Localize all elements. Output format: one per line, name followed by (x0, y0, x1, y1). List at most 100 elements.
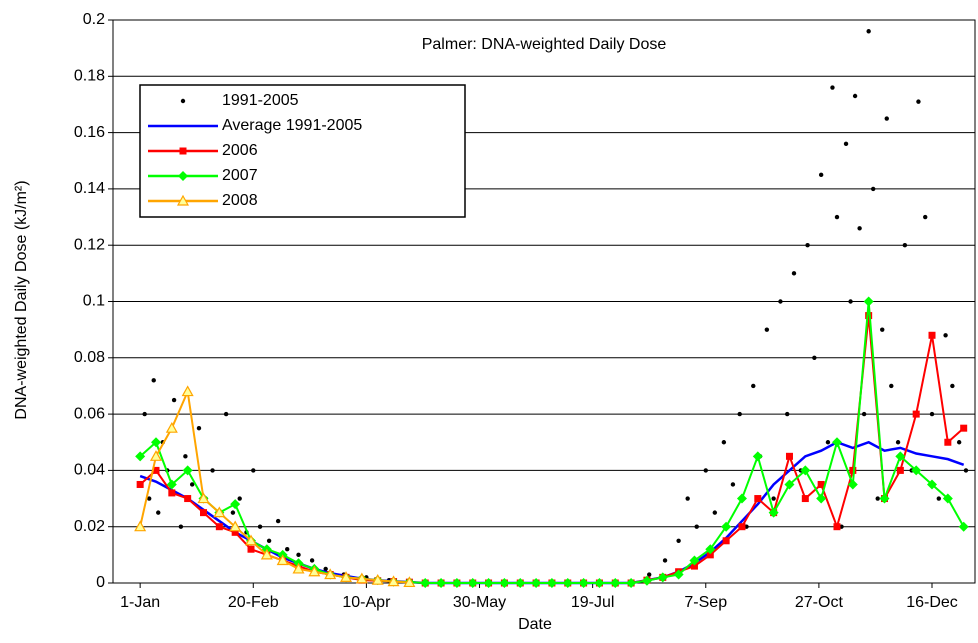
marker (562, 578, 573, 588)
marker (134, 520, 147, 532)
point (825, 440, 831, 445)
point (712, 510, 718, 515)
marker (736, 493, 747, 504)
point (196, 425, 202, 431)
marker (436, 578, 447, 588)
point (834, 214, 840, 220)
point (178, 524, 184, 529)
marker (833, 523, 841, 531)
y-tick-label: 0.08 (74, 349, 105, 366)
point (923, 214, 928, 220)
x-tick-label: 16-Dec (906, 594, 958, 611)
marker (515, 578, 526, 588)
marker (816, 493, 827, 504)
point (950, 383, 955, 389)
y-tick-label: 0.16 (74, 124, 105, 141)
point (857, 226, 862, 231)
point (251, 468, 256, 473)
y-axis-label: DNA-weighted Daily Dose (kJ/m²) (13, 180, 30, 419)
series (135, 296, 969, 588)
point (778, 299, 783, 304)
legend-label: Average 1991-2005 (222, 117, 362, 134)
marker (292, 562, 305, 574)
marker (849, 466, 857, 474)
point (963, 468, 969, 473)
point (791, 271, 797, 276)
marker (135, 451, 146, 462)
point (818, 172, 824, 178)
point (889, 383, 894, 389)
point (830, 85, 835, 90)
marker (895, 451, 906, 462)
marker (324, 568, 337, 580)
marker (181, 385, 194, 397)
y-tick-label: 0 (96, 574, 105, 591)
marker (752, 451, 763, 462)
y-tick-label: 0.18 (74, 68, 105, 85)
marker (928, 331, 936, 339)
marker (754, 495, 762, 503)
marker (927, 479, 938, 490)
marker (944, 438, 952, 446)
marker (800, 465, 811, 476)
legend-marker (178, 171, 188, 181)
marker (420, 578, 431, 588)
point (730, 482, 736, 487)
marker (626, 578, 637, 588)
point (875, 496, 880, 501)
point (916, 99, 921, 104)
point (685, 496, 690, 501)
marker (229, 520, 242, 532)
marker (942, 493, 953, 504)
marker (785, 452, 793, 460)
marker (721, 521, 732, 532)
marker (387, 575, 400, 587)
point (323, 566, 328, 572)
legend-label: 2007 (222, 167, 258, 184)
point (694, 524, 699, 529)
marker (784, 479, 795, 490)
marker (165, 421, 178, 433)
legend-label: 1991-2005 (222, 92, 299, 109)
point (861, 411, 867, 417)
point (647, 572, 652, 577)
x-tick-label: 19-Jul (571, 594, 615, 611)
legend-marker (180, 98, 186, 104)
point (870, 186, 876, 192)
marker (546, 578, 557, 588)
point (956, 440, 962, 445)
series (134, 385, 416, 588)
x-tick-label: 30-May (453, 594, 506, 611)
x-axis-label: Date (518, 616, 552, 633)
x-tick-label: 7-Sep (684, 594, 727, 611)
point (151, 378, 156, 383)
y-tick-label: 0.06 (74, 405, 105, 422)
marker (738, 523, 746, 531)
point (142, 411, 147, 417)
point (189, 482, 195, 487)
marker (184, 495, 192, 503)
point (156, 510, 161, 515)
x-tick-label: 20-Feb (228, 594, 279, 611)
point (852, 93, 858, 99)
marker (244, 534, 258, 546)
point (902, 243, 908, 248)
point (843, 141, 849, 147)
y-tick-label: 0.12 (74, 236, 105, 253)
point (183, 454, 188, 459)
marker (863, 296, 874, 307)
marker (594, 578, 605, 588)
marker (199, 509, 207, 517)
point (146, 496, 152, 501)
marker (149, 450, 163, 461)
marker (831, 437, 842, 448)
marker (817, 480, 825, 488)
point (929, 411, 935, 417)
point (296, 552, 301, 558)
marker (690, 562, 698, 570)
legend-marker (176, 194, 190, 206)
point (257, 524, 263, 529)
point (943, 333, 948, 338)
marker (231, 528, 239, 536)
marker (896, 466, 904, 474)
